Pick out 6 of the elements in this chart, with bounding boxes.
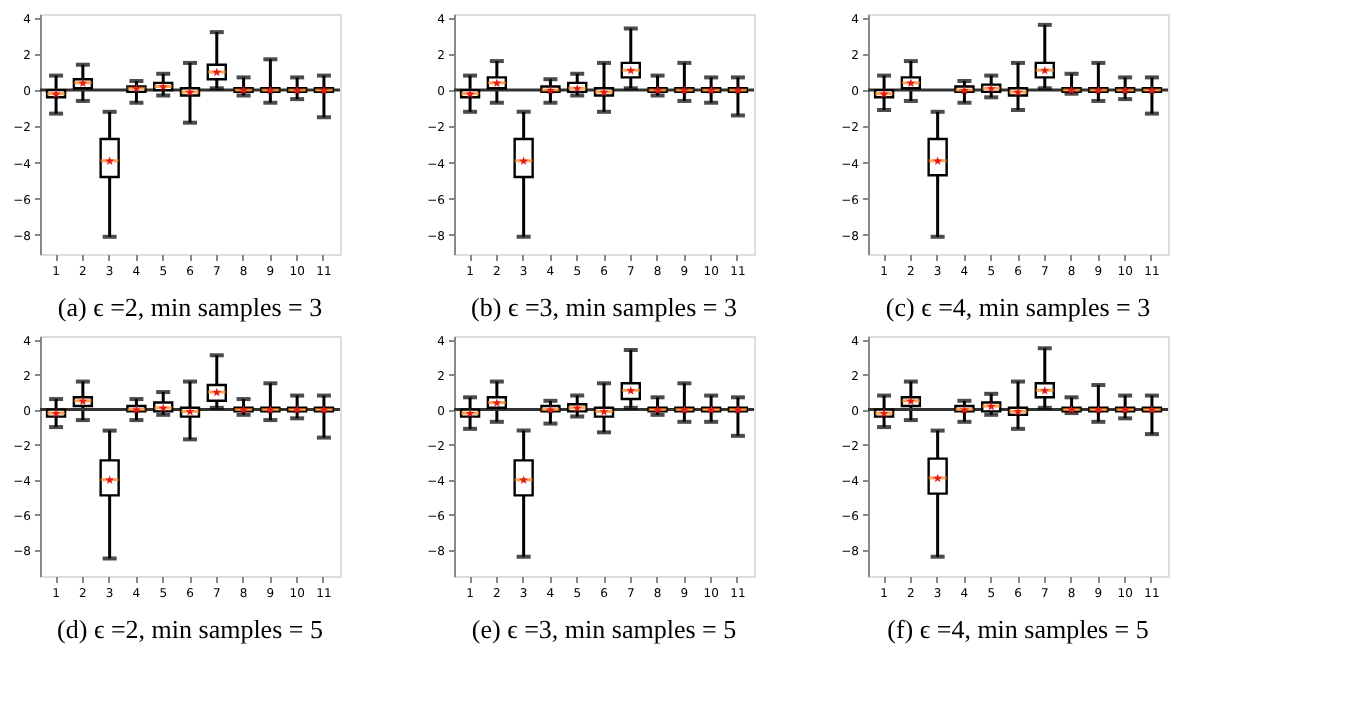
text: (a) ϵ =2, min samples = 3 (57, 292, 323, 322)
text: (b) ϵ =3, min samples = 3 (471, 292, 737, 322)
text: (c) ϵ =4, min samples = 3 (885, 292, 1151, 322)
text: (d) ϵ =2, min samples = 5 (57, 614, 323, 644)
text: (e) ϵ =3, min samples = 5 (471, 614, 737, 644)
text: (f) ϵ =4, min samples = 5 (887, 614, 1149, 644)
